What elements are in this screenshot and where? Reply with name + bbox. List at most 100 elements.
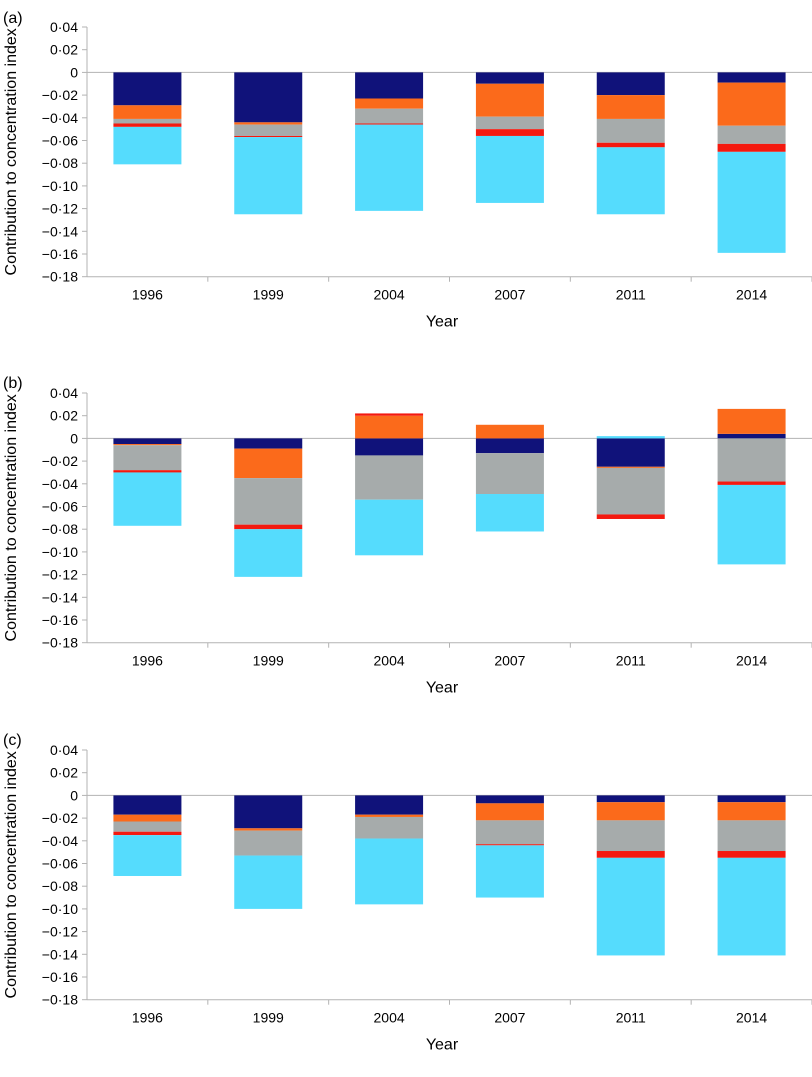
bar-segment-2014-series-1 — [717, 72, 786, 83]
bar-segment-2004-series-3 — [355, 108, 424, 124]
bar-segment-1999-series-1 — [234, 72, 303, 123]
x-tick-label: 2007 — [494, 1010, 525, 1026]
y-tick-label: 0·02 — [50, 42, 78, 58]
y-tick-label: −0·18 — [42, 992, 78, 1008]
y-tick-label: −0·06 — [42, 856, 78, 872]
bar-segment-2007-series-3 — [475, 453, 544, 495]
x-tick-label: 1996 — [132, 287, 163, 303]
bar-segment-2011-series-5 — [596, 436, 665, 439]
x-tick-label: 1996 — [132, 1010, 163, 1026]
y-tick-label: −0·12 — [42, 201, 78, 217]
bar-segment-1996-series-5 — [113, 472, 182, 526]
bar-segment-2007-series-4 — [475, 844, 544, 846]
bar-segment-2007-series-1 — [475, 795, 544, 804]
x-tick-label: 1996 — [132, 653, 163, 669]
bar-segment-2004-series-5 — [355, 499, 424, 556]
y-tick-label: −0·10 — [42, 901, 78, 917]
x-tick-label: 2014 — [736, 1010, 767, 1026]
bar-segment-2014-series-3 — [717, 820, 786, 852]
bar-segment-1996-series-2 — [113, 814, 182, 822]
bar-segment-2014-series-1 — [717, 433, 786, 439]
bar-segment-2007-series-2 — [475, 803, 544, 821]
bar-segment-2007-series-3 — [475, 116, 544, 130]
bar-segment-2007-series-5 — [475, 494, 544, 532]
bar-segment-1996-series-3 — [113, 821, 182, 832]
y-tick-label: −0·06 — [42, 499, 78, 515]
bar-segment-2014-series-2 — [717, 802, 786, 821]
x-tick-label: 2011 — [616, 287, 646, 303]
y-tick-label: −0·14 — [42, 946, 78, 962]
x-tick-label: 2011 — [616, 653, 646, 669]
bar-segment-2004-series-1 — [355, 72, 424, 99]
bar-segment-2004-series-3 — [355, 455, 424, 500]
bar-segment-1999-series-4 — [234, 524, 303, 530]
y-tick-label: −0·16 — [42, 969, 78, 985]
y-tick-label: −0·04 — [42, 476, 78, 492]
bar-segment-2011-series-3 — [596, 118, 665, 143]
bar-segment-2004-series-4 — [355, 413, 424, 416]
bar-segment-2004-series-4 — [355, 123, 424, 125]
bar-segment-2014-series-2 — [717, 408, 786, 434]
x-tick-label: 1999 — [253, 287, 284, 303]
bar-segment-2007-series-4 — [475, 129, 544, 136]
y-tick-label: 0·04 — [50, 19, 78, 35]
bar-segment-1999-series-2 — [234, 448, 303, 479]
bar-segment-1996-series-5 — [113, 126, 182, 165]
panel-label: (c) — [3, 732, 22, 749]
y-tick-label: 0·04 — [50, 385, 78, 401]
bar-segment-1996-series-2 — [113, 444, 182, 446]
bar-segment-2014-series-4 — [717, 143, 786, 152]
bar-segment-2011-series-1 — [596, 795, 665, 803]
bar-segment-2004-series-3 — [355, 816, 424, 839]
y-tick-label: −0·18 — [42, 269, 78, 285]
y-axis-title: Contribution to concentration index — [3, 751, 20, 998]
bar-segment-1996-series-4 — [113, 831, 182, 836]
y-tick-label: 0 — [70, 64, 78, 80]
y-tick-label: 0·02 — [50, 765, 78, 781]
bar-segment-2014-series-5 — [717, 857, 786, 956]
y-tick-label: −0·08 — [42, 155, 78, 171]
x-tick-label: 1999 — [253, 1010, 284, 1026]
bar-segment-1999-series-5 — [234, 529, 303, 577]
x-tick-label: 2011 — [616, 1010, 646, 1026]
y-tick-label: −0·08 — [42, 878, 78, 894]
bar-segment-2011-series-4 — [596, 514, 665, 519]
bar-segment-1999-series-3 — [234, 124, 303, 136]
bar-segment-2011-series-4 — [596, 142, 665, 148]
bar-segment-2014-series-4 — [717, 851, 786, 858]
bar-segment-2011-series-2 — [596, 466, 665, 468]
bar-segment-1999-series-1 — [234, 795, 303, 829]
bar-segment-1999-series-3 — [234, 478, 303, 525]
y-axis-title: Contribution to concentration index — [3, 28, 20, 275]
y-tick-label: −0·12 — [42, 567, 78, 583]
bar-segment-2004-series-5 — [355, 838, 424, 905]
x-tick-label: 2004 — [374, 287, 405, 303]
y-tick-label: −0·10 — [42, 544, 78, 560]
x-axis-title: Year — [426, 680, 459, 697]
bar-segment-2014-series-4 — [717, 481, 786, 485]
chart-panel-3: (c) 0·04 0·02 0 −0·02 −0·04 −0·06 −0·08 −0·10 −0·… — [3, 732, 812, 1054]
y-tick-label: −0·02 — [42, 810, 78, 826]
bar-segment-2004-series-2 — [355, 415, 424, 439]
x-axis-title: Year — [426, 314, 459, 331]
x-tick-label: 2007 — [494, 287, 525, 303]
bar-segment-2007-series-2 — [475, 83, 544, 117]
bar-segment-1999-series-4 — [234, 135, 303, 138]
bar-segment-2007-series-1 — [475, 72, 544, 84]
bar-segment-2011-series-5 — [596, 147, 665, 215]
bar-segment-1996-series-3 — [113, 445, 182, 471]
bar-segment-1996-series-2 — [113, 105, 182, 119]
bar-segment-1996-series-4 — [113, 123, 182, 127]
y-tick-label: −0·16 — [42, 246, 78, 262]
y-tick-label: −0·02 — [42, 453, 78, 469]
x-axis-title: Year — [426, 1037, 459, 1054]
bar-segment-2011-series-3 — [596, 467, 665, 515]
bar-segment-1999-series-5 — [234, 855, 303, 909]
bar-segment-2004-series-1 — [355, 438, 424, 456]
panel-label: (a) — [3, 10, 23, 27]
bar-segment-2007-series-3 — [475, 820, 544, 845]
bar-segment-1996-series-1 — [113, 72, 182, 106]
y-tick-label: −0·02 — [42, 87, 78, 103]
bar-segment-2011-series-1 — [596, 72, 665, 96]
